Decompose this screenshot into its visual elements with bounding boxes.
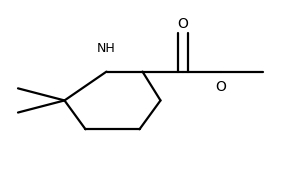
Text: O: O [215, 80, 226, 94]
Text: O: O [178, 17, 188, 31]
Text: NH: NH [97, 42, 116, 55]
